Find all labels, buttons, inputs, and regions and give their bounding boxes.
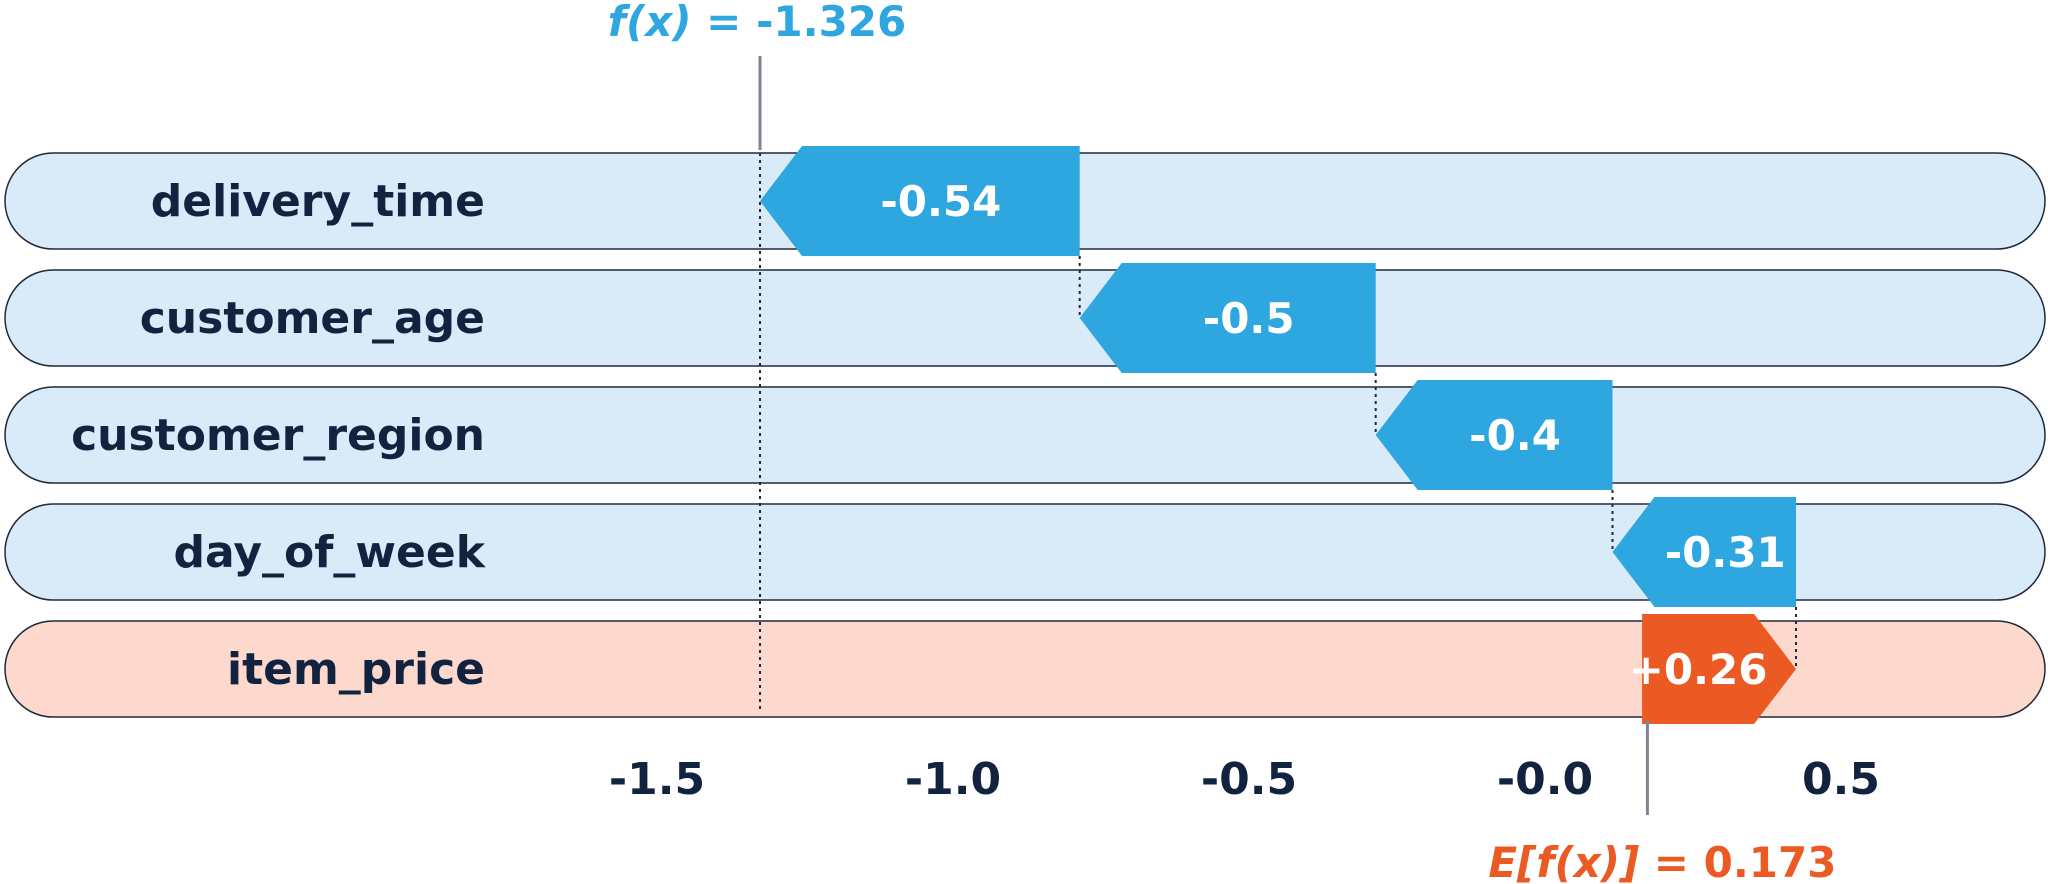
bar-label-customer_age: -0.5 xyxy=(1203,294,1295,343)
x-tick-label: -0.0 xyxy=(1497,754,1593,805)
contribution-bars: -0.54 -0.5 -0.4 -0.31 +0.26 xyxy=(760,146,1797,724)
row-label-customer_region: customer_region xyxy=(71,410,485,461)
x-tick-label: -1.5 xyxy=(609,754,705,805)
bar-label-customer_region: -0.4 xyxy=(1469,411,1561,460)
row-label-delivery_time: delivery_time xyxy=(151,176,485,227)
bar-label-delivery_time: -0.54 xyxy=(880,177,1001,226)
bar-item_price xyxy=(1642,614,1797,724)
efx-label-prefix: E[f(x)] xyxy=(1488,838,1639,884)
row-track-customer_age xyxy=(4,269,2046,367)
row-label-item_price: item_price xyxy=(227,644,485,695)
bar-customer_region xyxy=(1375,380,1613,490)
bar-label-day_of_week: -0.31 xyxy=(1665,528,1786,577)
fx-label: f(x) = -1.326 xyxy=(608,0,906,46)
x-axis-ticks: -1.5 -1.0 -0.5 -0.0 0.5 xyxy=(609,754,1880,805)
fx-label-value: = -1.326 xyxy=(692,0,907,46)
efx-label: E[f(x)] = 0.173 xyxy=(1488,838,1836,884)
efx-label-value: = 0.173 xyxy=(1639,838,1836,884)
row-track-day_of_week xyxy=(4,503,2046,601)
x-tick-label: -1.0 xyxy=(905,754,1001,805)
row-track-item_price xyxy=(4,620,2046,718)
bar-delivery_time xyxy=(760,146,1080,256)
row-label-customer_age: customer_age xyxy=(140,293,485,344)
row-tracks xyxy=(4,152,2046,718)
bar-day_of_week xyxy=(1612,497,1797,607)
row-label-day_of_week: day_of_week xyxy=(174,527,487,578)
fx-label-prefix: f(x) xyxy=(608,0,692,46)
value-markers: f(x) = -1.326 E[f(x)] = 0.173 xyxy=(608,0,1837,884)
row-labels: delivery_time customer_age customer_region… xyxy=(71,176,487,695)
connector-lines xyxy=(759,153,1798,713)
bar-customer_age xyxy=(1079,263,1376,373)
x-tick-label: -0.5 xyxy=(1201,754,1297,805)
x-tick-label: 0.5 xyxy=(1802,754,1880,805)
bar-label-item_price: +0.26 xyxy=(1629,645,1768,694)
